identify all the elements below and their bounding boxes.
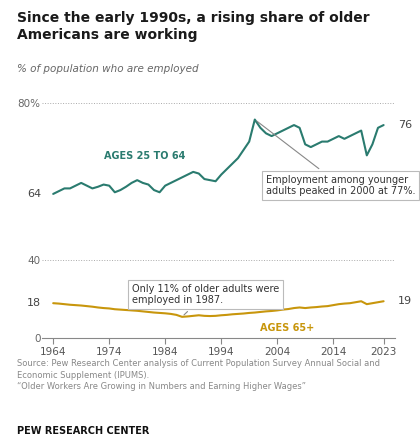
Text: 76: 76 bbox=[398, 120, 412, 130]
Text: AGES 25 TO 64: AGES 25 TO 64 bbox=[104, 151, 185, 161]
Text: Since the early 1990s, a rising share of older
Americans are working: Since the early 1990s, a rising share of… bbox=[17, 11, 370, 42]
Text: 64: 64 bbox=[27, 189, 41, 199]
Text: 18: 18 bbox=[27, 298, 41, 308]
Text: Source: Pew Research Center analysis of Current Population Survey Annual Social : Source: Pew Research Center analysis of … bbox=[17, 359, 380, 391]
Text: Employment among younger
adults peaked in 2000 at 77%.: Employment among younger adults peaked i… bbox=[257, 121, 415, 196]
Text: PEW RESEARCH CENTER: PEW RESEARCH CENTER bbox=[17, 426, 149, 436]
Text: AGES 65+: AGES 65+ bbox=[260, 323, 315, 333]
Text: % of population who are employed: % of population who are employed bbox=[17, 64, 198, 75]
Text: 19: 19 bbox=[398, 296, 412, 306]
Text: Only 11% of older adults were
employed in 1987.: Only 11% of older adults were employed i… bbox=[131, 284, 279, 315]
